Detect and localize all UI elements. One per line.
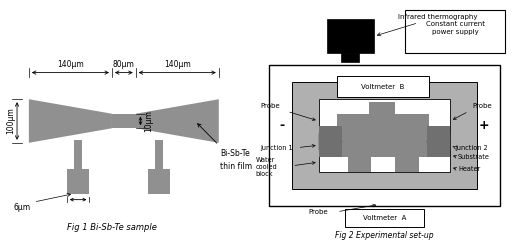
Bar (345, 209, 424, 227)
Text: Voltmeter  B: Voltmeter B (361, 83, 405, 90)
Bar (341, 53, 360, 62)
Bar (327, 19, 374, 53)
Text: Substrate: Substrate (458, 154, 490, 160)
Bar (348, 155, 372, 172)
Text: 80μm: 80μm (113, 60, 135, 69)
Text: +: + (479, 119, 490, 132)
Bar (67, 169, 89, 194)
Text: 140μm: 140μm (57, 60, 84, 69)
Text: Probe: Probe (472, 103, 492, 109)
Polygon shape (29, 99, 112, 143)
Text: 100μm: 100μm (7, 108, 15, 134)
Bar (395, 155, 418, 172)
Text: Probe: Probe (309, 209, 329, 215)
Polygon shape (136, 99, 219, 143)
Bar (292, 82, 477, 189)
Bar (155, 140, 163, 169)
Bar (337, 76, 429, 97)
Bar (318, 126, 342, 157)
Polygon shape (318, 133, 342, 150)
Bar (427, 126, 450, 157)
Bar (406, 10, 506, 53)
Text: 140μm: 140μm (164, 60, 190, 69)
Text: -: - (279, 119, 284, 132)
Bar (318, 99, 450, 172)
Text: thin film: thin film (220, 162, 252, 171)
Text: Junction 1: Junction 1 (261, 145, 294, 151)
Text: Heater: Heater (458, 166, 480, 172)
Bar (368, 102, 395, 114)
Text: Junction 2: Junction 2 (456, 145, 488, 151)
Text: Probe: Probe (260, 103, 280, 109)
Text: Infrared thermography: Infrared thermography (377, 14, 477, 36)
Text: Constant current
power supply: Constant current power supply (426, 21, 485, 35)
Bar (337, 114, 429, 157)
Bar (74, 140, 83, 169)
Bar (148, 169, 170, 194)
Text: Water
cooled
block: Water cooled block (255, 157, 277, 177)
Text: Voltmeter  A: Voltmeter A (363, 215, 406, 221)
Bar (112, 114, 136, 128)
Text: Fig 2 Experimental set-up: Fig 2 Experimental set-up (335, 231, 434, 241)
Text: 6μm: 6μm (13, 203, 30, 212)
Text: Fig 1 Bi-Sb-Te sample: Fig 1 Bi-Sb-Te sample (67, 223, 157, 232)
Polygon shape (427, 133, 450, 150)
Text: Bi-Sb-Te: Bi-Sb-Te (220, 149, 250, 158)
Bar (269, 65, 500, 206)
Text: 10μm: 10μm (144, 110, 153, 132)
